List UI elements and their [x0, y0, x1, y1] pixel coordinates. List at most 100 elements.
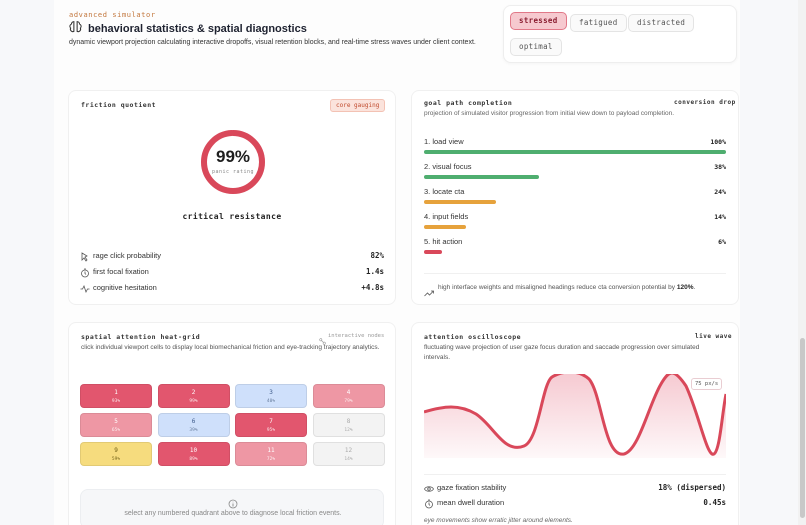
metric-label: cognitive hesitation [93, 283, 157, 292]
grid-cell-3[interactable]: 3 40% [235, 384, 307, 408]
funnel-step-value: 38% [714, 163, 726, 171]
insight-value: 120% [676, 284, 694, 291]
grid-cell-number: 2 [191, 389, 196, 396]
grid-cell-7[interactable]: 7 95% [235, 413, 307, 437]
funnel-bar [424, 225, 467, 229]
grid-cell-number: 5 [114, 418, 118, 425]
goal-path-label: goal path completion [424, 99, 513, 107]
funnel-step-label: 5. hit action [424, 237, 463, 246]
brain-icon [69, 20, 82, 38]
grid-cell-8[interactable]: 8 12% [312, 413, 385, 437]
grid-cell-number: 1 [114, 389, 118, 396]
grid-cell-percent: 40% [266, 399, 276, 404]
resistance-caption: critical resistance [182, 212, 282, 221]
grid-cell-number: 7 [269, 418, 273, 425]
grid-cell-9[interactable]: 9 59% [80, 442, 152, 466]
grid-cell-number: 3 [269, 389, 273, 396]
cursor-click-icon [80, 252, 90, 262]
stat-value: 18% (dispersed) [658, 483, 726, 492]
live-wave-tag: live wave [695, 333, 733, 340]
core-gauging-badge: core gauging [330, 99, 386, 112]
panic-sublabel: panic rating [211, 169, 255, 175]
grid-cell-number: 12 [344, 447, 353, 454]
eyebrow: advanced simulator [69, 11, 156, 19]
funnel-step-label: 3. locate cta [424, 187, 465, 196]
metric-label: rage click probability [93, 251, 161, 260]
grid-cell-number: 10 [189, 447, 198, 454]
grid-cell-percent: 65% [111, 428, 121, 433]
grid-cell-5[interactable]: 5 65% [80, 413, 152, 437]
grid-cell-percent: 95% [266, 428, 276, 433]
funnel-step-label: 2. visual focus [424, 162, 472, 171]
hint-text: select any numbered quadrant above to di… [124, 510, 342, 517]
grid-cell-10[interactable]: 10 89% [157, 442, 230, 466]
node-icon [319, 332, 326, 350]
grid-cell-number: 9 [114, 447, 118, 454]
goal-path-description: projection of simulated visitor progress… [424, 110, 675, 117]
stat-label: gaze fixation stability [437, 483, 507, 492]
metric-cognitive-hesitation: cognitive hesitation +4.8s [80, 283, 384, 295]
page-subtitle: dynamic viewport projection calculating … [69, 39, 476, 46]
grid-cell-percent: 93% [111, 399, 121, 404]
grid-cell-number: 8 [346, 418, 351, 425]
scrollbar-thumb[interactable] [800, 338, 805, 518]
funnel-step-value: 14% [714, 213, 726, 221]
dwell-duration-row: mean dwell duration 0.45s [424, 498, 726, 510]
grid-cell-4[interactable]: 4 79% [312, 384, 385, 408]
funnel-step-label: 1. load view [424, 137, 464, 146]
eye-icon [424, 484, 434, 494]
panic-ring: 99% panic rating [199, 128, 267, 196]
funnel-bar [424, 250, 443, 254]
grid-cell-number: 4 [346, 389, 351, 396]
divider [424, 273, 726, 274]
metric-value: +4.8s [361, 283, 384, 292]
metric-rage-click: rage click probability 82% [80, 251, 384, 263]
activity-icon [80, 284, 90, 294]
gaze-stability-row: gaze fixation stability 18% (dispersed) [424, 483, 726, 495]
stat-label: mean dwell duration [437, 498, 505, 507]
metric-value: 82% [370, 251, 384, 260]
trend-up-icon [424, 284, 434, 302]
grid-cell-6[interactable]: 6 39% [157, 413, 230, 437]
info-icon [228, 496, 238, 514]
grid-cell-percent: 72% [266, 457, 276, 462]
friction-card [68, 90, 396, 305]
heat-grid-description: click individual viewport cells to displ… [81, 344, 380, 351]
funnel-step-value: 100% [710, 138, 726, 146]
wave-fill [424, 374, 726, 458]
oscilloscope-label: attention oscilloscope [424, 333, 522, 341]
funnel-bar [424, 150, 726, 154]
funnel-step-value: 6% [718, 238, 726, 246]
oscilloscope-description: fluctuating wave projection of user gaze… [424, 344, 700, 361]
title-row: behavioral statistics & spatial diagnost… [69, 20, 307, 38]
wave-line [424, 374, 726, 456]
timer-icon [80, 268, 90, 278]
mode-fatigued-button[interactable]: fatigued [570, 14, 627, 32]
grid-cell-1[interactable]: 1 93% [80, 384, 152, 408]
interactive-nodes-tag: interactive nodes [328, 333, 385, 339]
scrollbar[interactable] [798, 0, 806, 525]
panic-percent: 99% [215, 147, 251, 166]
divider [424, 474, 726, 475]
grid-cell-percent: 12% [344, 428, 353, 433]
mode-stressed-button[interactable]: stressed [510, 12, 567, 30]
grid-cell-percent: 39% [189, 428, 198, 433]
grid-cell-11[interactable]: 11 72% [235, 442, 307, 466]
wave-rate-badge: 75 px/s [691, 378, 723, 390]
funnel-step-label: 4. input fields [424, 212, 469, 221]
oscilloscope-footnote: eye movements show erratic jitter around… [424, 517, 573, 524]
grid-cell-12[interactable]: 12 14% [312, 442, 385, 466]
heat-grid-label: spatial attention heat-grid [81, 333, 201, 341]
goal-path-card [411, 90, 739, 305]
mode-selector: stressed fatigued distracted optimal [503, 5, 737, 63]
mode-optimal-button[interactable]: optimal [510, 38, 562, 56]
conversion-insight: high interface weights and misaligned he… [438, 284, 696, 291]
grid-cell-number: 11 [267, 447, 275, 454]
friction-label: friction quotient [81, 101, 157, 109]
grid-cell-2[interactable]: 2 99% [157, 384, 230, 408]
grid-cell-number: 6 [191, 418, 196, 425]
funnel-bar [424, 175, 539, 179]
page-title: behavioral statistics & spatial diagnost… [88, 23, 307, 35]
stat-value: 0.45s [703, 498, 726, 507]
mode-distracted-button[interactable]: distracted [628, 14, 695, 32]
